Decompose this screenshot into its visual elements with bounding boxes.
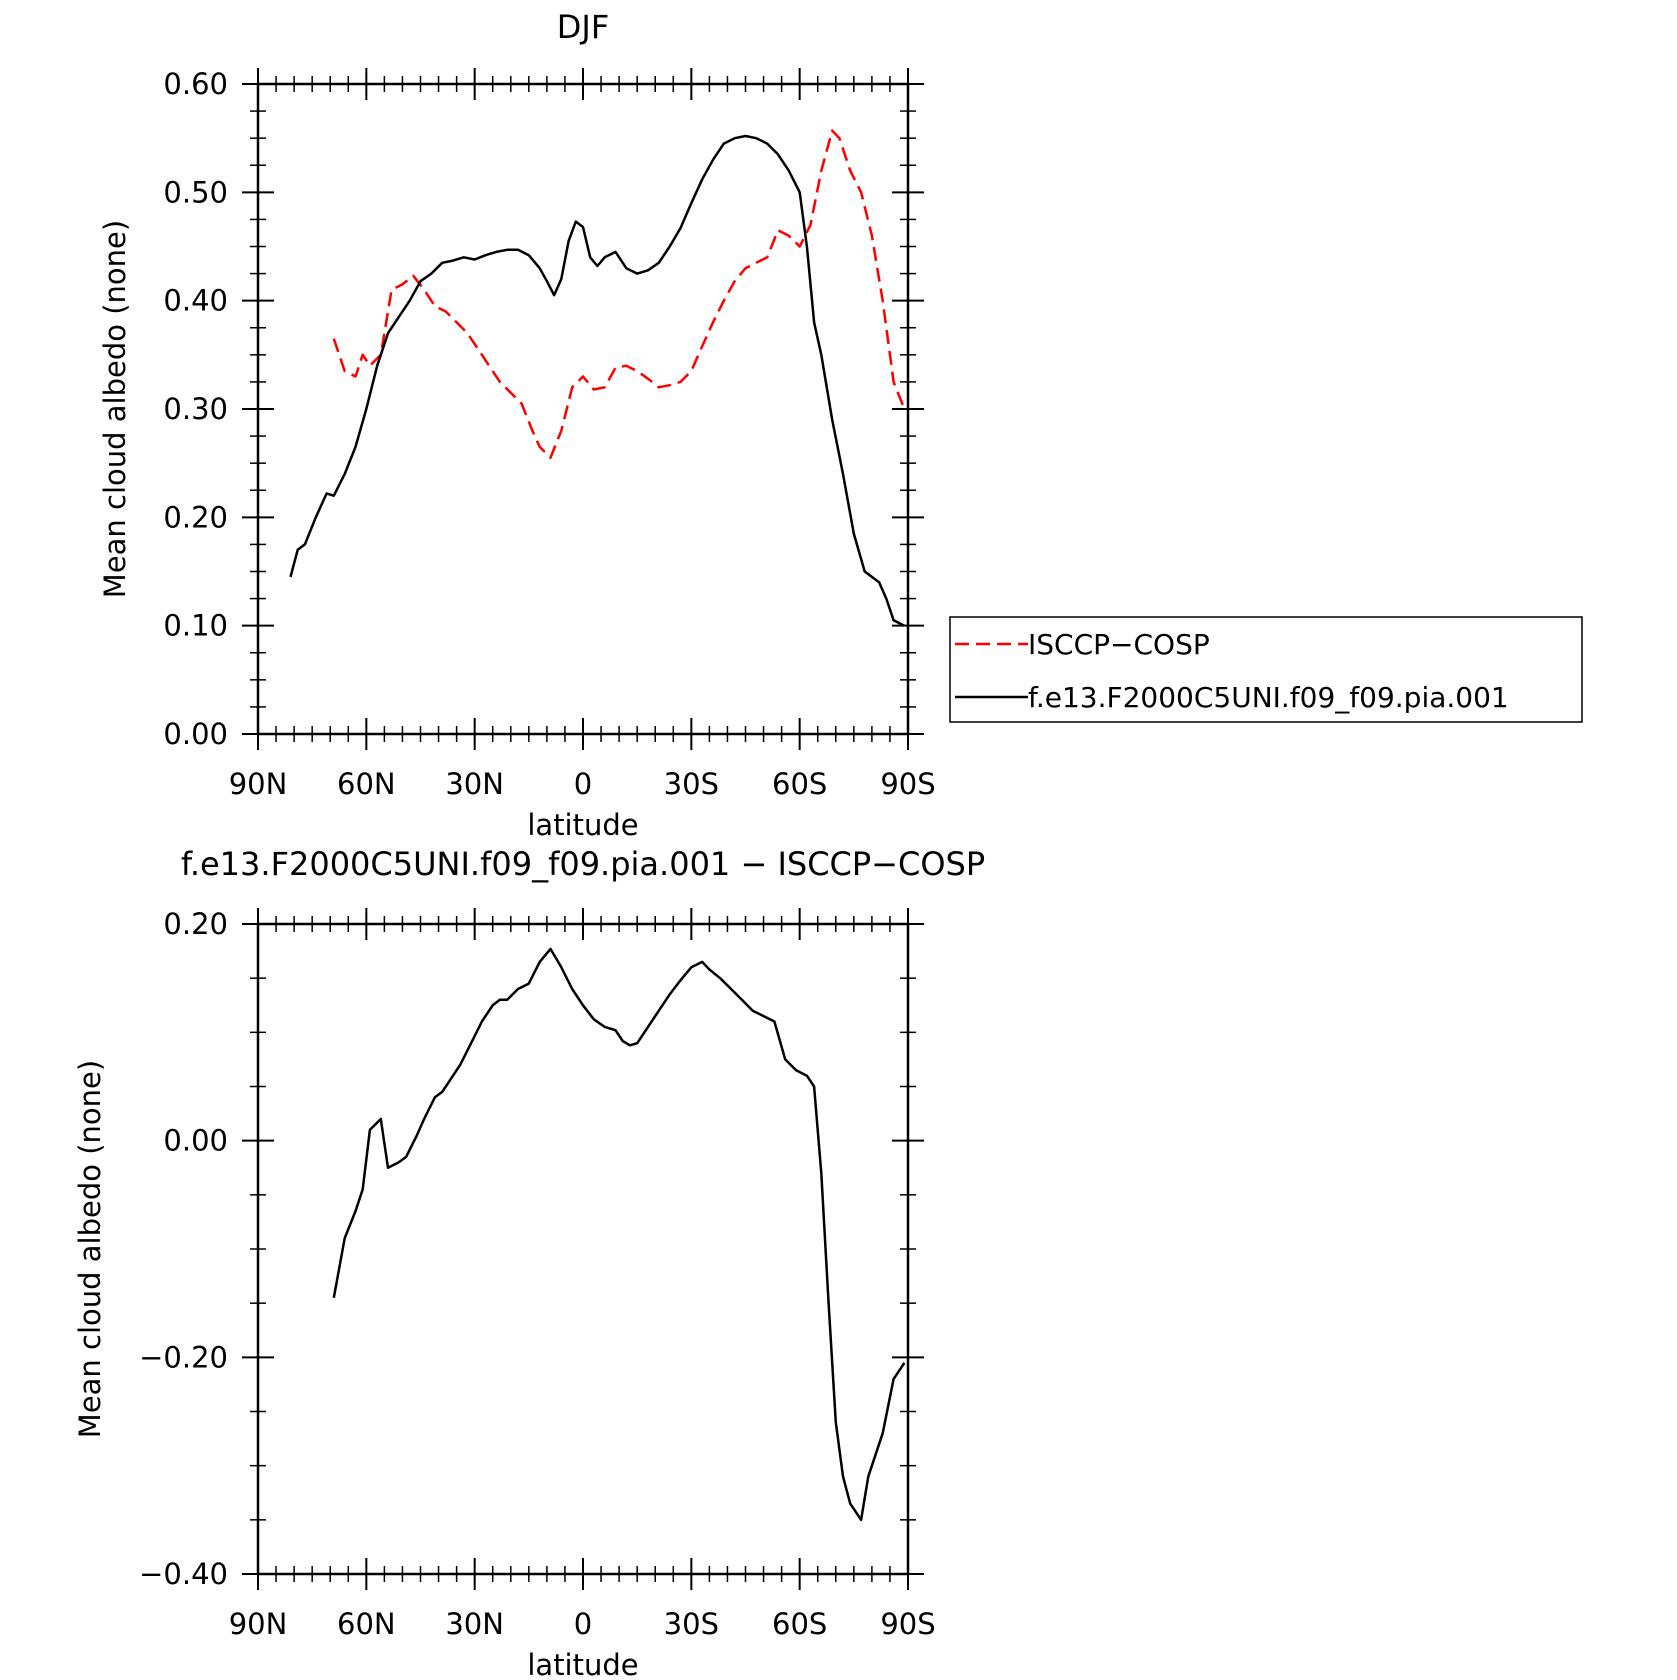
x-tick-label: 30S [664,767,719,801]
x-tick-label: 0 [574,1607,592,1641]
x-tick-label: 30N [445,1607,504,1641]
y-tick-label: 0.10 [163,609,228,643]
x-tick-label: 90N [229,1607,288,1641]
y-tick-label: 0.00 [163,717,228,751]
bottom-panel-difference: f.e13.F2000C5UNI.f09_f09.pia.001 − ISCCP… [73,845,985,1680]
y-tick-label: −0.40 [139,1557,228,1591]
x-tick-label: 90S [880,1607,935,1641]
y-tick-label: 0.20 [163,907,228,941]
series-line-0 [332,947,906,1522]
plot-frame [256,82,910,736]
series-line-0 [332,129,906,459]
x-axis-label: latitude [527,808,638,842]
legend-label-isccp: ISCCP−COSP [1028,628,1210,661]
chart-title: DJF [557,8,609,46]
x-tick-label: 60N [337,767,396,801]
x-tick-label: 60S [772,767,827,801]
x-tick-label: 90N [229,767,288,801]
legend-box [949,616,1583,723]
x-tick-label: 30S [664,1607,719,1641]
y-axis-label: Mean cloud albedo (none) [98,220,132,598]
y-tick-label: −0.20 [139,1340,228,1374]
series-line-1 [289,134,905,627]
y-tick-label: 0.60 [163,67,228,101]
y-tick-label: 0.20 [163,500,228,534]
x-tick-label: 90S [880,767,935,801]
legend-label-model: f.e13.F2000C5UNI.f09_f09.pia.001 [1028,681,1509,714]
x-tick-label: 60S [772,1607,827,1641]
y-axis-label: Mean cloud albedo (none) [73,1060,107,1438]
x-tick-label: 30N [445,767,504,801]
x-tick-label: 0 [574,767,592,801]
y-tick-label: 0.30 [163,392,228,426]
y-tick-label: 0.00 [163,1124,228,1158]
y-tick-label: 0.40 [163,284,228,318]
chart-title: f.e13.F2000C5UNI.f09_f09.pia.001 − ISCCP… [181,845,985,883]
plot-frame [256,922,910,1576]
y-tick-label: 0.50 [163,175,228,209]
x-axis-label: latitude [527,1648,638,1680]
x-tick-label: 60N [337,1607,396,1641]
legend: ISCCP−COSP f.e13.F2000C5UNI.f09_f09.pia.… [949,616,1583,723]
top-panel-djf: DJF 90N 60N 30N 0 30S 60S 90S 0.00 0.10 0.20 0.30 0.… [98,8,936,842]
